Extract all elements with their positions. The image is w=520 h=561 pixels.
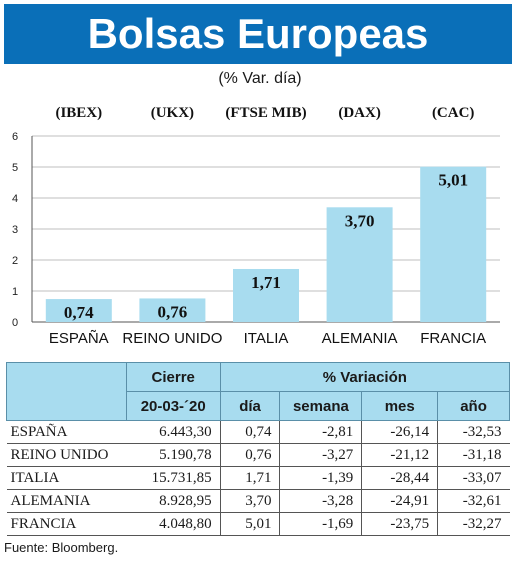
cell-mes: -24,91 (361, 489, 438, 513)
header-date: 20-03-´20 (125, 391, 221, 421)
cell-mes: -23,75 (361, 512, 438, 536)
cell-anio: -32,27 (437, 512, 510, 536)
cell-dia: 0,76 (219, 443, 280, 467)
cell-mes: -21,12 (361, 443, 438, 467)
data-table-container: Cierre % Variación 20-03-´20 día semana … (6, 362, 511, 536)
header-cierre: Cierre (125, 362, 221, 392)
cell-mes: -26,14 (361, 420, 438, 444)
header-variacion: % Variación (219, 362, 511, 392)
cell-cierre: 4.048,80 (126, 512, 221, 536)
data-label: 0,74 (64, 303, 94, 322)
cell-anio: -32,61 (437, 489, 510, 513)
cell-anio: -31,18 (437, 443, 510, 467)
y-tick-label: 5 (12, 162, 18, 174)
page-title: Bolsas Europeas (87, 10, 429, 57)
data-table: Cierre % Variación 20-03-´20 día semana … (6, 362, 511, 536)
cell-mes: -28,44 (361, 466, 438, 490)
y-tick-label: 3 (12, 224, 18, 236)
cell-semana: -1,39 (279, 466, 362, 490)
cell-cierre: 6.443,30 (126, 420, 221, 444)
category-label: ALEMANIA (322, 330, 398, 347)
table-corner (6, 362, 127, 392)
cell-dia: 5,01 (219, 512, 280, 536)
cell-cierre: 15.731,85 (126, 466, 221, 490)
y-tick-label: 0 (12, 317, 18, 329)
cell-pais: FRANCIA (6, 512, 127, 536)
data-label: 5,01 (438, 171, 468, 190)
cell-pais: ESPAÑA (6, 420, 127, 444)
table-corner-2 (6, 391, 127, 421)
bar (420, 166, 487, 322)
cell-pais: ALEMANIA (6, 489, 127, 513)
index-label: (DAX) (338, 105, 381, 121)
header-anio: año (437, 391, 510, 421)
table-row: ALEMANIA 8.928,95 3,70 -3,28 -24,91 -32,… (6, 489, 510, 513)
source-note: Fuente: Bloomberg. (4, 540, 119, 555)
data-label: 1,71 (251, 273, 281, 292)
chart-subtitle: (% Var. día) (218, 70, 302, 87)
index-label: (CAC) (432, 105, 475, 121)
category-label: REINO UNIDO (122, 330, 222, 347)
title-banner: Bolsas Europeas (4, 4, 512, 64)
table-row: REINO UNIDO 5.190,78 0,76 -3,27 -21,12 -… (6, 443, 510, 467)
bar (139, 298, 206, 322)
header-semana: semana (279, 391, 363, 421)
y-tick-label: 2 (12, 255, 18, 267)
header-mes: mes (361, 391, 439, 421)
cell-dia: 0,74 (219, 420, 280, 444)
cell-semana: -1,69 (279, 512, 362, 536)
table-row: FRANCIA 4.048,80 5,01 -1,69 -23,75 -32,2… (6, 512, 510, 536)
cell-dia: 3,70 (219, 489, 280, 513)
cell-dia: 1,71 (219, 466, 280, 490)
header-dia: día (219, 391, 281, 421)
cell-semana: -3,28 (279, 489, 362, 513)
index-label: (UKX) (151, 105, 194, 121)
table-row: ITALIA 15.731,85 1,71 -1,39 -28,44 -33,0… (6, 466, 510, 490)
data-label: 0,76 (158, 302, 188, 321)
index-label: (FTSE MIB) (225, 105, 306, 121)
y-tick-label: 6 (12, 131, 18, 143)
table-row: ESPAÑA 6.443,30 0,74 -2,81 -26,14 -32,53 (6, 420, 510, 444)
data-label: 3,70 (345, 211, 375, 230)
bar (45, 299, 112, 322)
cell-semana: -2,81 (279, 420, 362, 444)
cell-cierre: 5.190,78 (126, 443, 221, 467)
category-label: ITALIA (244, 330, 289, 347)
bar-chart: 0 1 2 3 4 5 6 0,74 ESPAÑA (IBEX) 0,76 REINO UNIDO (U… (12, 105, 500, 347)
y-tick-label: 4 (12, 193, 18, 205)
cell-pais: REINO UNIDO (6, 443, 127, 467)
bar (326, 207, 393, 322)
index-label: (IBEX) (55, 105, 102, 121)
cell-cierre: 8.928,95 (126, 489, 221, 513)
cell-anio: -32,53 (437, 420, 510, 444)
bar (233, 268, 299, 322)
category-label: FRANCIA (420, 330, 486, 347)
y-tick-label: 1 (12, 286, 18, 298)
category-label: ESPAÑA (49, 330, 109, 347)
cell-semana: -3,27 (279, 443, 362, 467)
cell-anio: -33,07 (437, 466, 510, 490)
cell-pais: ITALIA (6, 466, 127, 490)
